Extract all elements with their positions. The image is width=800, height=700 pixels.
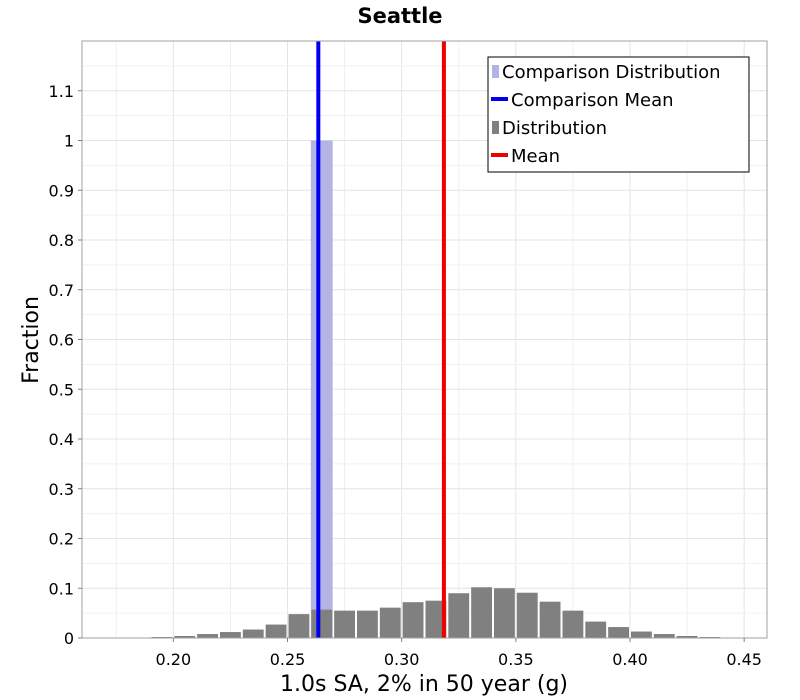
y-tick-label: 0.4: [49, 430, 74, 449]
y-tick-label: 0.3: [49, 480, 74, 499]
legend-label-mean: Mean: [511, 146, 560, 167]
y-tick-label: 0.6: [49, 331, 74, 350]
y-tick-label: 1.1: [49, 82, 74, 101]
distribution-bar: [676, 636, 698, 638]
legend-swatch-distribution: [492, 121, 499, 134]
distribution-bar: [334, 610, 355, 638]
legend-swatch-comparison-mean: [491, 97, 508, 101]
y-tick-label: 0.7: [49, 281, 74, 300]
distribution-bar: [562, 610, 584, 638]
y-tick-label: 0.9: [49, 181, 74, 200]
distribution-bar: [425, 600, 447, 638]
comparison-distribution-bar: [310, 140, 333, 638]
x-tick-label: 0.40: [612, 650, 648, 669]
x-tick-label: 0.30: [384, 650, 420, 669]
distribution-bar: [242, 629, 264, 638]
distribution-bar: [608, 627, 629, 638]
distribution-bar: [585, 621, 607, 638]
x-tick-label: 0.25: [270, 650, 306, 669]
distribution-bar: [653, 634, 675, 638]
legend-label-comparison-mean: Comparison Mean: [511, 90, 674, 111]
distribution-bar: [174, 636, 196, 638]
y-tick-label: 0.2: [49, 530, 74, 549]
distribution-bar: [311, 609, 333, 638]
y-tick-label: 0: [64, 629, 74, 648]
distribution-bar: [265, 624, 287, 638]
y-tick-label: 0.5: [49, 380, 74, 399]
axes: 0.20 0.25 0.30 0.35 0.40 0.45 0 0.1 0.2 0.3 0.4 0.5…: [49, 82, 762, 669]
distribution-bar: [379, 607, 401, 638]
y-tick-label: 0.8: [49, 231, 74, 250]
chart-title: Seattle: [357, 4, 442, 28]
legend-label-comparison-distribution: Comparison Distribution: [502, 62, 721, 83]
y-tick-label: 0.1: [49, 579, 74, 598]
distribution-bar: [357, 610, 378, 638]
legend: Comparison Distribution Comparison Mean …: [487, 56, 750, 173]
x-axis-label: 1.0s SA, 2% in 50 year (g): [280, 672, 568, 697]
y-tick-label: 1: [64, 132, 74, 151]
legend-label-distribution: Distribution: [502, 118, 607, 139]
distribution-bar: [220, 632, 241, 638]
legend-swatch-comparison-distribution: [492, 65, 499, 78]
y-axis-label: Fraction: [19, 296, 44, 384]
bar-layer: [105, 140, 744, 638]
distribution-bar: [288, 614, 310, 638]
distribution-bar: [494, 588, 515, 638]
legend-box: [487, 56, 750, 173]
distribution-bar: [402, 602, 424, 638]
x-tick-label: 0.35: [498, 650, 534, 669]
distribution-bar: [471, 587, 492, 638]
x-tick-label: 0.45: [726, 650, 762, 669]
distribution-bar: [539, 601, 561, 638]
legend-swatch-mean: [491, 153, 508, 157]
distribution-bar: [631, 631, 652, 638]
distribution-bar: [197, 634, 218, 638]
x-tick-label: 0.20: [156, 650, 192, 669]
distribution-bar: [448, 593, 470, 638]
distribution-bar: [516, 592, 538, 638]
mean-lines-layer: [316, 41, 446, 638]
